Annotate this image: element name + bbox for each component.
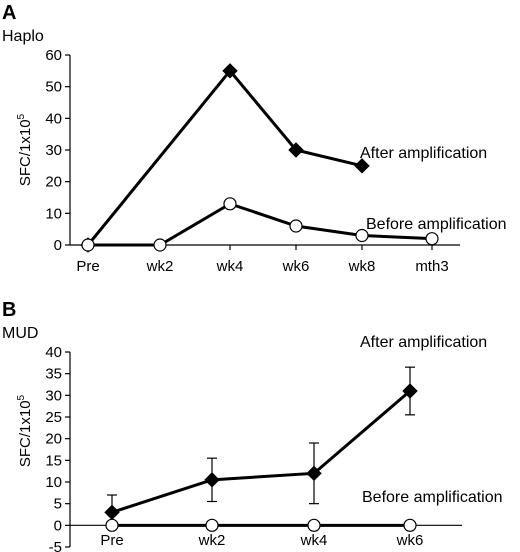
data-point-after (222, 63, 238, 79)
y-tick-label: 30 (45, 142, 62, 159)
x-tick-label: Pre (100, 532, 123, 549)
panel-a: A Haplo SFC/1x105 0 10 20 30 40 50 60 Pre wk2 wk4… (2, 2, 507, 275)
panel-b-ylabel-text: SFC/1x10 (17, 400, 34, 467)
series-line-before (88, 202, 433, 247)
y-tick-label: 10 (45, 474, 62, 491)
y-tick-label: 60 (45, 47, 62, 64)
data-point-before (205, 518, 219, 532)
x-tick-label: wk2 (146, 258, 174, 275)
data-point-after (288, 142, 304, 158)
panel-b-ylabel-sup: 5 (16, 394, 27, 400)
x-tick-label: wk4 (216, 258, 244, 275)
panel-b-before-label: Before amplification (362, 489, 503, 506)
panel-a-ylabel-text: SFC/1x10 (17, 119, 34, 186)
panel-b-ylabel: SFC/1x105 (16, 394, 34, 467)
y-tick-label: 15 (45, 452, 62, 469)
y-tick-label: 0 (54, 237, 62, 254)
data-point-before (289, 219, 303, 233)
y-tick-label: -5 (49, 539, 62, 552)
y-tick-label: 40 (45, 344, 62, 361)
x-tick-label: wk4 (300, 532, 328, 549)
panel-a-before-label: Before amplification (366, 216, 507, 233)
panel-b-subtitle: MUD (2, 325, 38, 342)
panel-a-marks (80, 63, 439, 253)
y-tick-label: 20 (45, 174, 62, 191)
y-tick-label: 35 (45, 366, 62, 383)
series-line-after (86, 68, 363, 246)
data-point-before (403, 518, 417, 532)
panel-b-letter: B (2, 299, 16, 321)
y-tick-label: 25 (45, 409, 62, 426)
data-point-after (354, 158, 370, 174)
panel-a-after-label: After amplification (360, 145, 487, 162)
data-point-before (355, 228, 369, 243)
data-point-before (223, 197, 237, 211)
series-line-after (111, 389, 411, 514)
y-tick-label: 40 (45, 110, 62, 127)
panel-a-letter: A (2, 2, 16, 24)
y-tick-label: 10 (45, 205, 62, 222)
y-tick-label: 50 (45, 79, 62, 96)
panel-b-marks (104, 383, 418, 532)
data-point-after (104, 504, 120, 521)
panel-a-lines (86, 68, 433, 247)
x-tick-label: wk8 (348, 258, 376, 275)
panel-a-ylabel: SFC/1x105 (16, 113, 34, 186)
y-tick-label: 20 (45, 431, 62, 448)
panel-b-axes: -5 0 5 10 15 20 25 30 35 40 Pre wk2 wk4 wk6 (45, 344, 462, 552)
x-tick-label: Pre (76, 258, 99, 275)
y-tick-label: 5 (54, 496, 62, 513)
data-point-before (153, 238, 167, 252)
panel-a-ylabel-sup: 5 (16, 113, 27, 119)
data-point-after (402, 383, 418, 399)
y-tick-label: 0 (54, 517, 62, 534)
data-point-before (81, 238, 95, 252)
y-tick-label: 30 (45, 387, 62, 404)
data-point-before (307, 518, 321, 532)
x-tick-label: mth3 (415, 258, 448, 275)
x-tick-label: wk2 (198, 532, 226, 549)
panel-a-subtitle: Haplo (2, 28, 44, 45)
data-point-before (425, 232, 439, 246)
data-point-after (306, 465, 322, 482)
data-point-before (105, 518, 119, 532)
data-point-after (204, 472, 220, 488)
x-tick-label: wk6 (282, 258, 310, 275)
panel-b-after-label: After amplification (360, 334, 487, 351)
x-tick-label: wk6 (396, 532, 424, 549)
